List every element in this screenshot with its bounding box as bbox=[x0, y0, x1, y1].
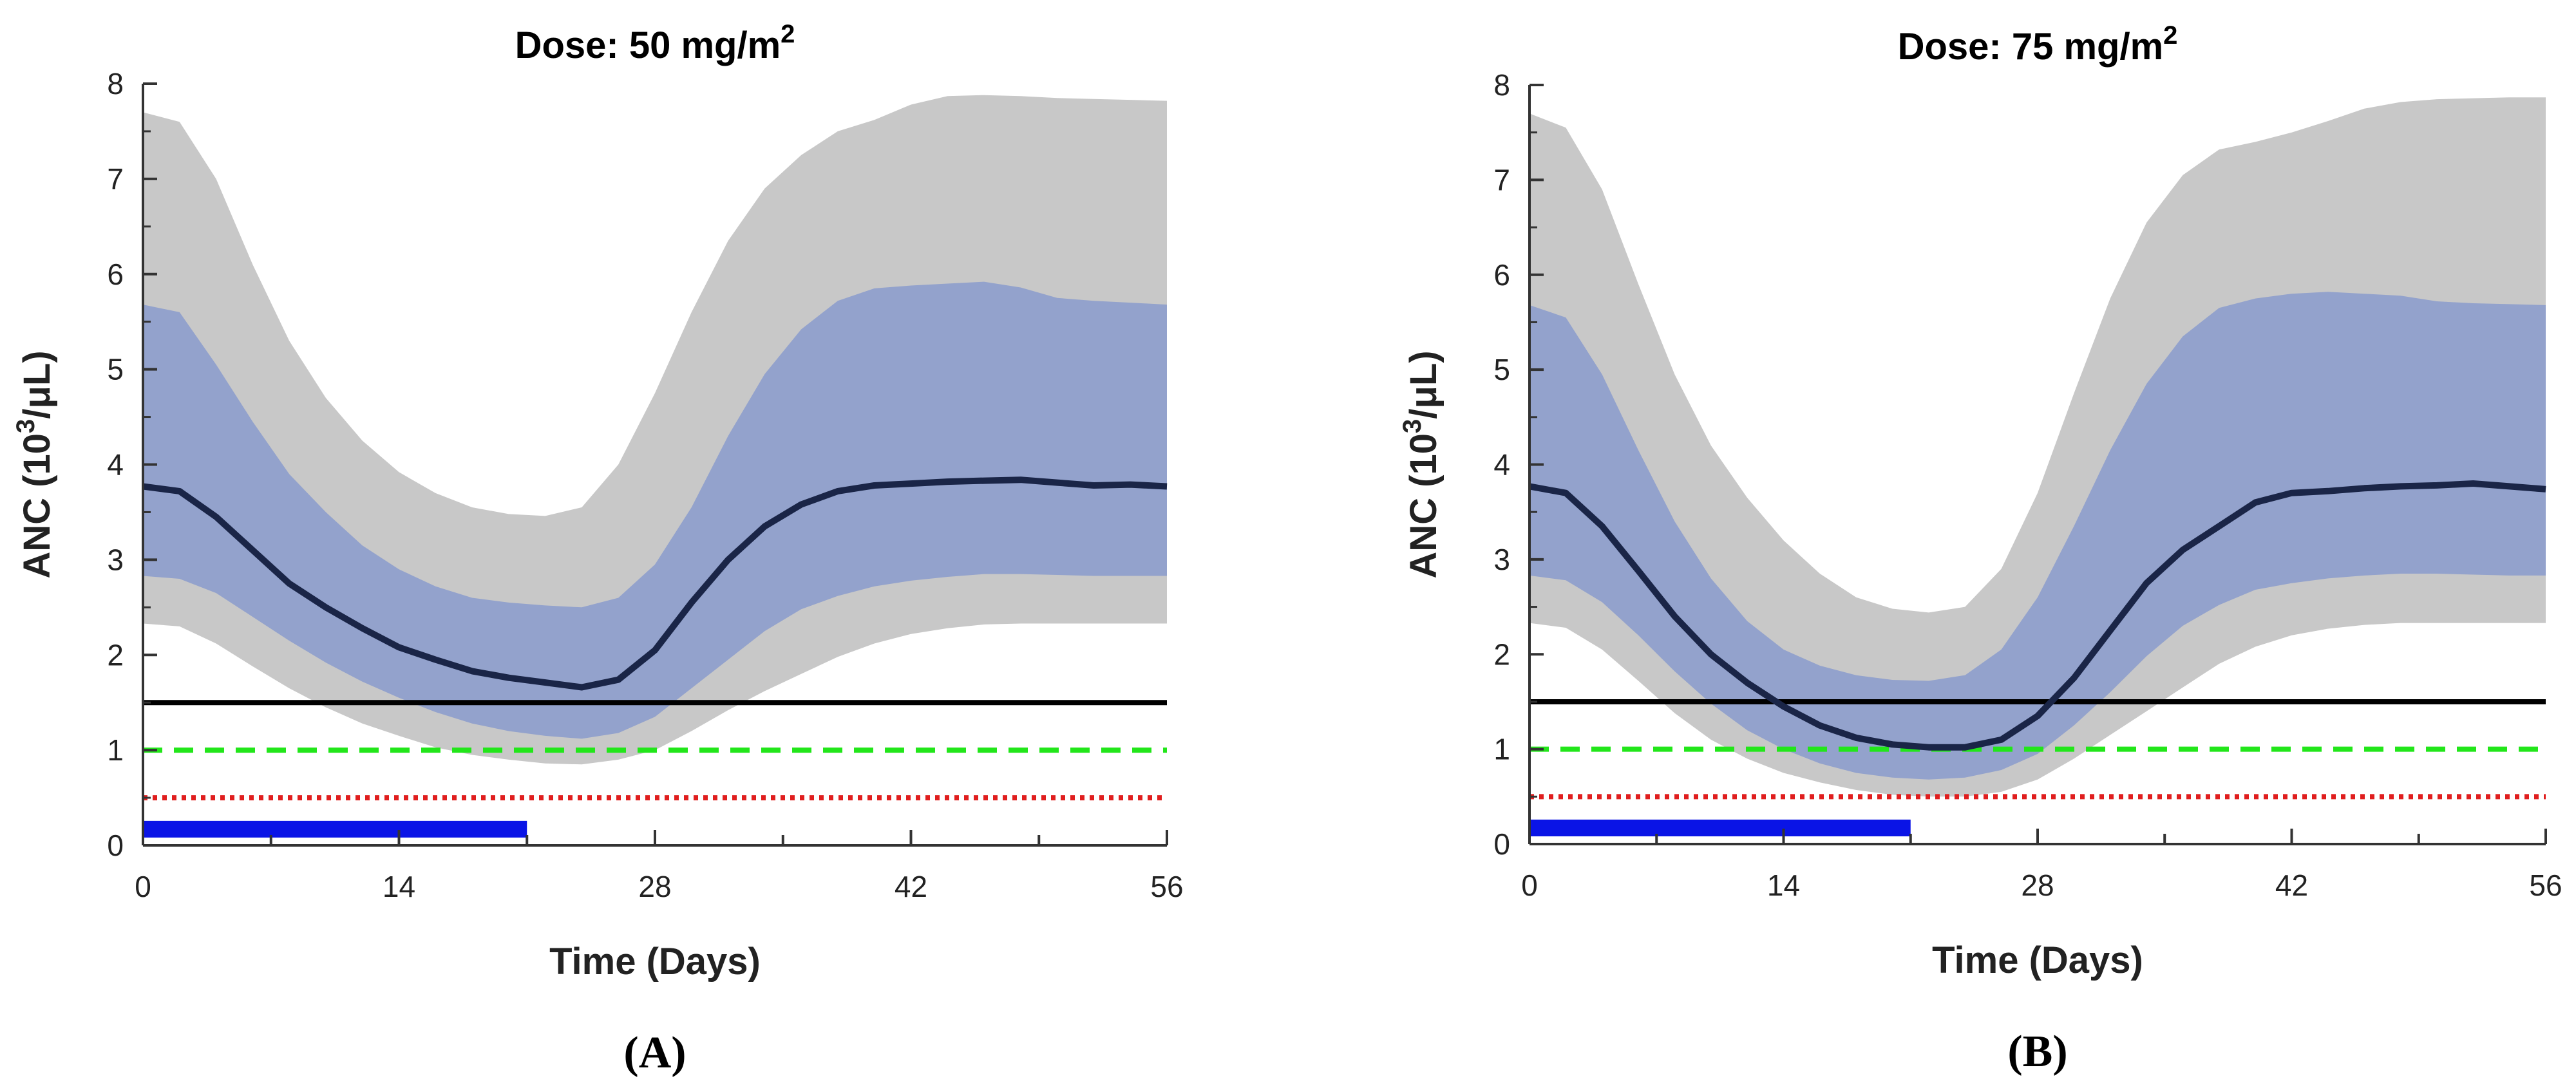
threshold-lines bbox=[1530, 699, 2546, 800]
uncertainty-bands bbox=[143, 95, 1167, 765]
y-tick-label: 8 bbox=[107, 67, 124, 100]
y-tick-label: 5 bbox=[1493, 353, 1510, 386]
y-tick-label: 7 bbox=[1493, 163, 1510, 196]
x-tick-label: 56 bbox=[2529, 869, 2562, 902]
median-series bbox=[142, 476, 1168, 691]
panel-label: (B) bbox=[2007, 1027, 2067, 1076]
uncertainty-bands bbox=[1530, 97, 2546, 797]
x-tick-label: 28 bbox=[638, 870, 671, 903]
y-tick-label: 4 bbox=[1493, 448, 1510, 482]
inner-interval-band bbox=[1530, 292, 2546, 780]
y-tick-label: 2 bbox=[1493, 637, 1510, 671]
chart-title: Dose: 75 mg/m2 bbox=[1898, 21, 2178, 68]
chart-title: Dose: 50 mg/m2 bbox=[515, 20, 795, 66]
y-axis-label: ANC (103/μL) bbox=[1398, 350, 1444, 578]
x-tick-label: 14 bbox=[1767, 869, 1800, 902]
x-tick-label: 0 bbox=[135, 870, 151, 903]
y-tick-label: 0 bbox=[107, 829, 124, 862]
x-tick-label: 42 bbox=[895, 870, 927, 903]
inner-interval-band bbox=[143, 281, 1167, 739]
x-tick-label: 28 bbox=[2021, 869, 2054, 902]
y-tick-label: 2 bbox=[107, 638, 124, 672]
axes bbox=[142, 82, 1168, 847]
x-axis-label: Time (Days) bbox=[549, 941, 761, 982]
median-line bbox=[142, 476, 1168, 691]
y-tick-label: 1 bbox=[107, 733, 124, 767]
y-tick-label: 3 bbox=[1493, 543, 1510, 576]
x-tick-label: 0 bbox=[1521, 869, 1538, 902]
axes bbox=[1528, 84, 2547, 845]
panel-label: (A) bbox=[623, 1028, 686, 1078]
x-axis-label: Time (Days) bbox=[1932, 939, 2143, 981]
x-tick-label: 56 bbox=[1150, 870, 1183, 903]
y-tick-label: 6 bbox=[1493, 258, 1510, 292]
y-axis-label: ANC (103/μL) bbox=[12, 350, 58, 578]
y-tick-label: 4 bbox=[107, 448, 124, 482]
y-tick-label: 5 bbox=[107, 353, 124, 386]
y-tick-label: 0 bbox=[1493, 827, 1510, 861]
y-tick-label: 8 bbox=[1493, 68, 1510, 102]
y-tick-label: 3 bbox=[107, 543, 124, 576]
x-tick-label: 42 bbox=[2275, 869, 2308, 902]
y-tick-label: 1 bbox=[1493, 733, 1510, 766]
y-tick-label: 7 bbox=[107, 162, 124, 196]
outer-interval-band bbox=[1530, 97, 2546, 797]
y-tick-label: 6 bbox=[107, 258, 124, 291]
median-series bbox=[1529, 480, 2546, 751]
median-line bbox=[1529, 480, 2546, 751]
threshold-lines bbox=[143, 700, 1167, 801]
x-tick-label: 14 bbox=[383, 870, 415, 903]
